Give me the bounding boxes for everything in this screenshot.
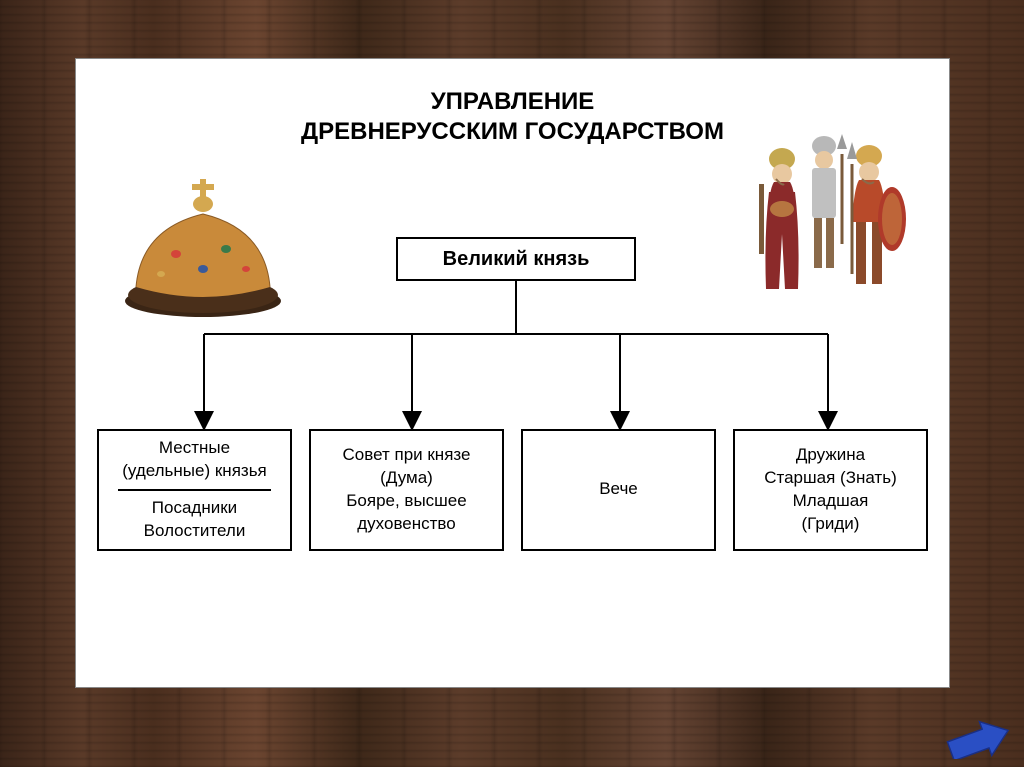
crown-icon — [116, 169, 291, 319]
child-1-top: Местные(удельные) князья — [118, 431, 271, 491]
diagram-panel: УПРАВЛЕНИЕ ДРЕВНЕРУССКИМ ГОСУДАРСТВОМ — [75, 58, 950, 688]
child-2-label: Совет при князе(Дума)Бояре, высшеедухове… — [343, 444, 471, 536]
title-line-1: УПРАВЛЕНИЕ — [431, 88, 595, 115]
root-label: Великий князь — [443, 248, 590, 271]
nav-arrow-icon[interactable] — [944, 709, 1014, 759]
child-3-label: Вече — [599, 478, 638, 501]
child-4-label: ДружинаСтаршая (Знать)Младшая(Гриди) — [764, 444, 897, 536]
child-node-3: Вече — [521, 429, 716, 551]
child-node-1: Местные(удельные) князья ПосадникиВолост… — [97, 429, 292, 551]
title-line-2: ДРЕВНЕРУССКИМ ГОСУДАРСТВОМ — [301, 118, 724, 145]
root-node: Великий князь — [396, 237, 636, 281]
child-row: Местные(удельные) князья ПосадникиВолост… — [76, 429, 949, 551]
child-node-4: ДружинаСтаршая (Знать)Младшая(Гриди) — [733, 429, 928, 551]
child-1-top-label: Местные(удельные) князья — [122, 437, 267, 483]
warriors-icon — [734, 124, 914, 334]
child-1-bottom: ПосадникиВолостители — [140, 491, 250, 549]
child-node-2: Совет при князе(Дума)Бояре, высшеедухове… — [309, 429, 504, 551]
child-1-bottom-label: ПосадникиВолостители — [144, 497, 246, 543]
